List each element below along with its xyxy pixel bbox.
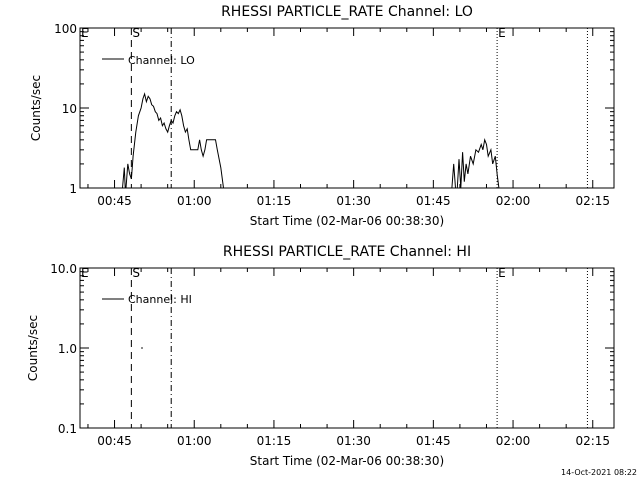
x-tick-label: 01:45: [416, 194, 451, 208]
x-tick-label: 01:15: [257, 194, 292, 208]
event-marker-label: S: [132, 26, 140, 40]
plot-area-hi: 00:45 01:00 01:15 01:30 01:45 02:00 02:15 0.1 1.…: [50, 262, 615, 448]
x-tick-label: 02:00: [496, 434, 531, 448]
x-tick-label: 02:00: [496, 194, 531, 208]
y-axis-label-hi: Counts/sec: [26, 315, 40, 381]
x-tick-label: 02:15: [575, 194, 610, 208]
x-tick-label: 01:00: [177, 434, 212, 448]
y-tick-label: 0.1: [58, 422, 77, 436]
y-tick-label: 1.0: [58, 342, 77, 356]
x-tick-label: 01:45: [416, 434, 451, 448]
x-tick-label: 01:30: [336, 194, 371, 208]
x-tick-label: 02:15: [575, 434, 610, 448]
x-tick-label: 00:45: [97, 194, 132, 208]
plot-frame-hi: [79, 267, 615, 429]
x-tick-label: 01:15: [257, 434, 292, 448]
generation-timestamp: 14-Oct-2021 08:22: [561, 468, 637, 477]
y-tick-label: 10.0: [50, 262, 77, 276]
panel-lo: RHESSI PARTICLE_RATE Channel: LO 00:45 01…: [29, 4, 615, 228]
event-marker-label: E: [498, 266, 506, 280]
x-tick-label: 01:00: [177, 194, 212, 208]
x-tick-label: 01:30: [336, 434, 371, 448]
event-marker-label: E: [81, 266, 89, 280]
event-marker-label: E: [498, 26, 506, 40]
y-tick-label: 100: [54, 22, 77, 36]
plot-frame-lo: [79, 27, 615, 189]
x-tick-label: 00:45: [97, 434, 132, 448]
chart-title-hi: RHESSI PARTICLE_RATE Channel: HI: [223, 244, 471, 260]
x-axis-label-lo: Start Time (02-Mar-06 00:38:30): [250, 214, 444, 228]
y-tick-label: 1: [69, 182, 77, 196]
event-marker-label: S: [132, 266, 140, 280]
legend-label-hi: Channel: HI: [128, 293, 192, 306]
series-line-lo: [122, 92, 224, 189]
legend-label-lo: Channel: LO: [128, 54, 195, 67]
x-axis-label-hi: Start Time (02-Mar-06 00:38:30): [250, 454, 444, 468]
event-marker-label: E: [81, 26, 89, 40]
series-line-lo: [451, 137, 500, 189]
panel-hi: RHESSI PARTICLE_RATE Channel: HI 00:45 01…: [26, 244, 615, 468]
y-tick-label: 10: [62, 102, 77, 116]
y-axis-label-lo: Counts/sec: [29, 75, 43, 141]
chart-title-lo: RHESSI PARTICLE_RATE Channel: LO: [221, 4, 473, 20]
plot-area-lo: 00:45 01:00 01:15 01:30 01:45 02:00 02:15 1 10 10…: [54, 22, 615, 208]
